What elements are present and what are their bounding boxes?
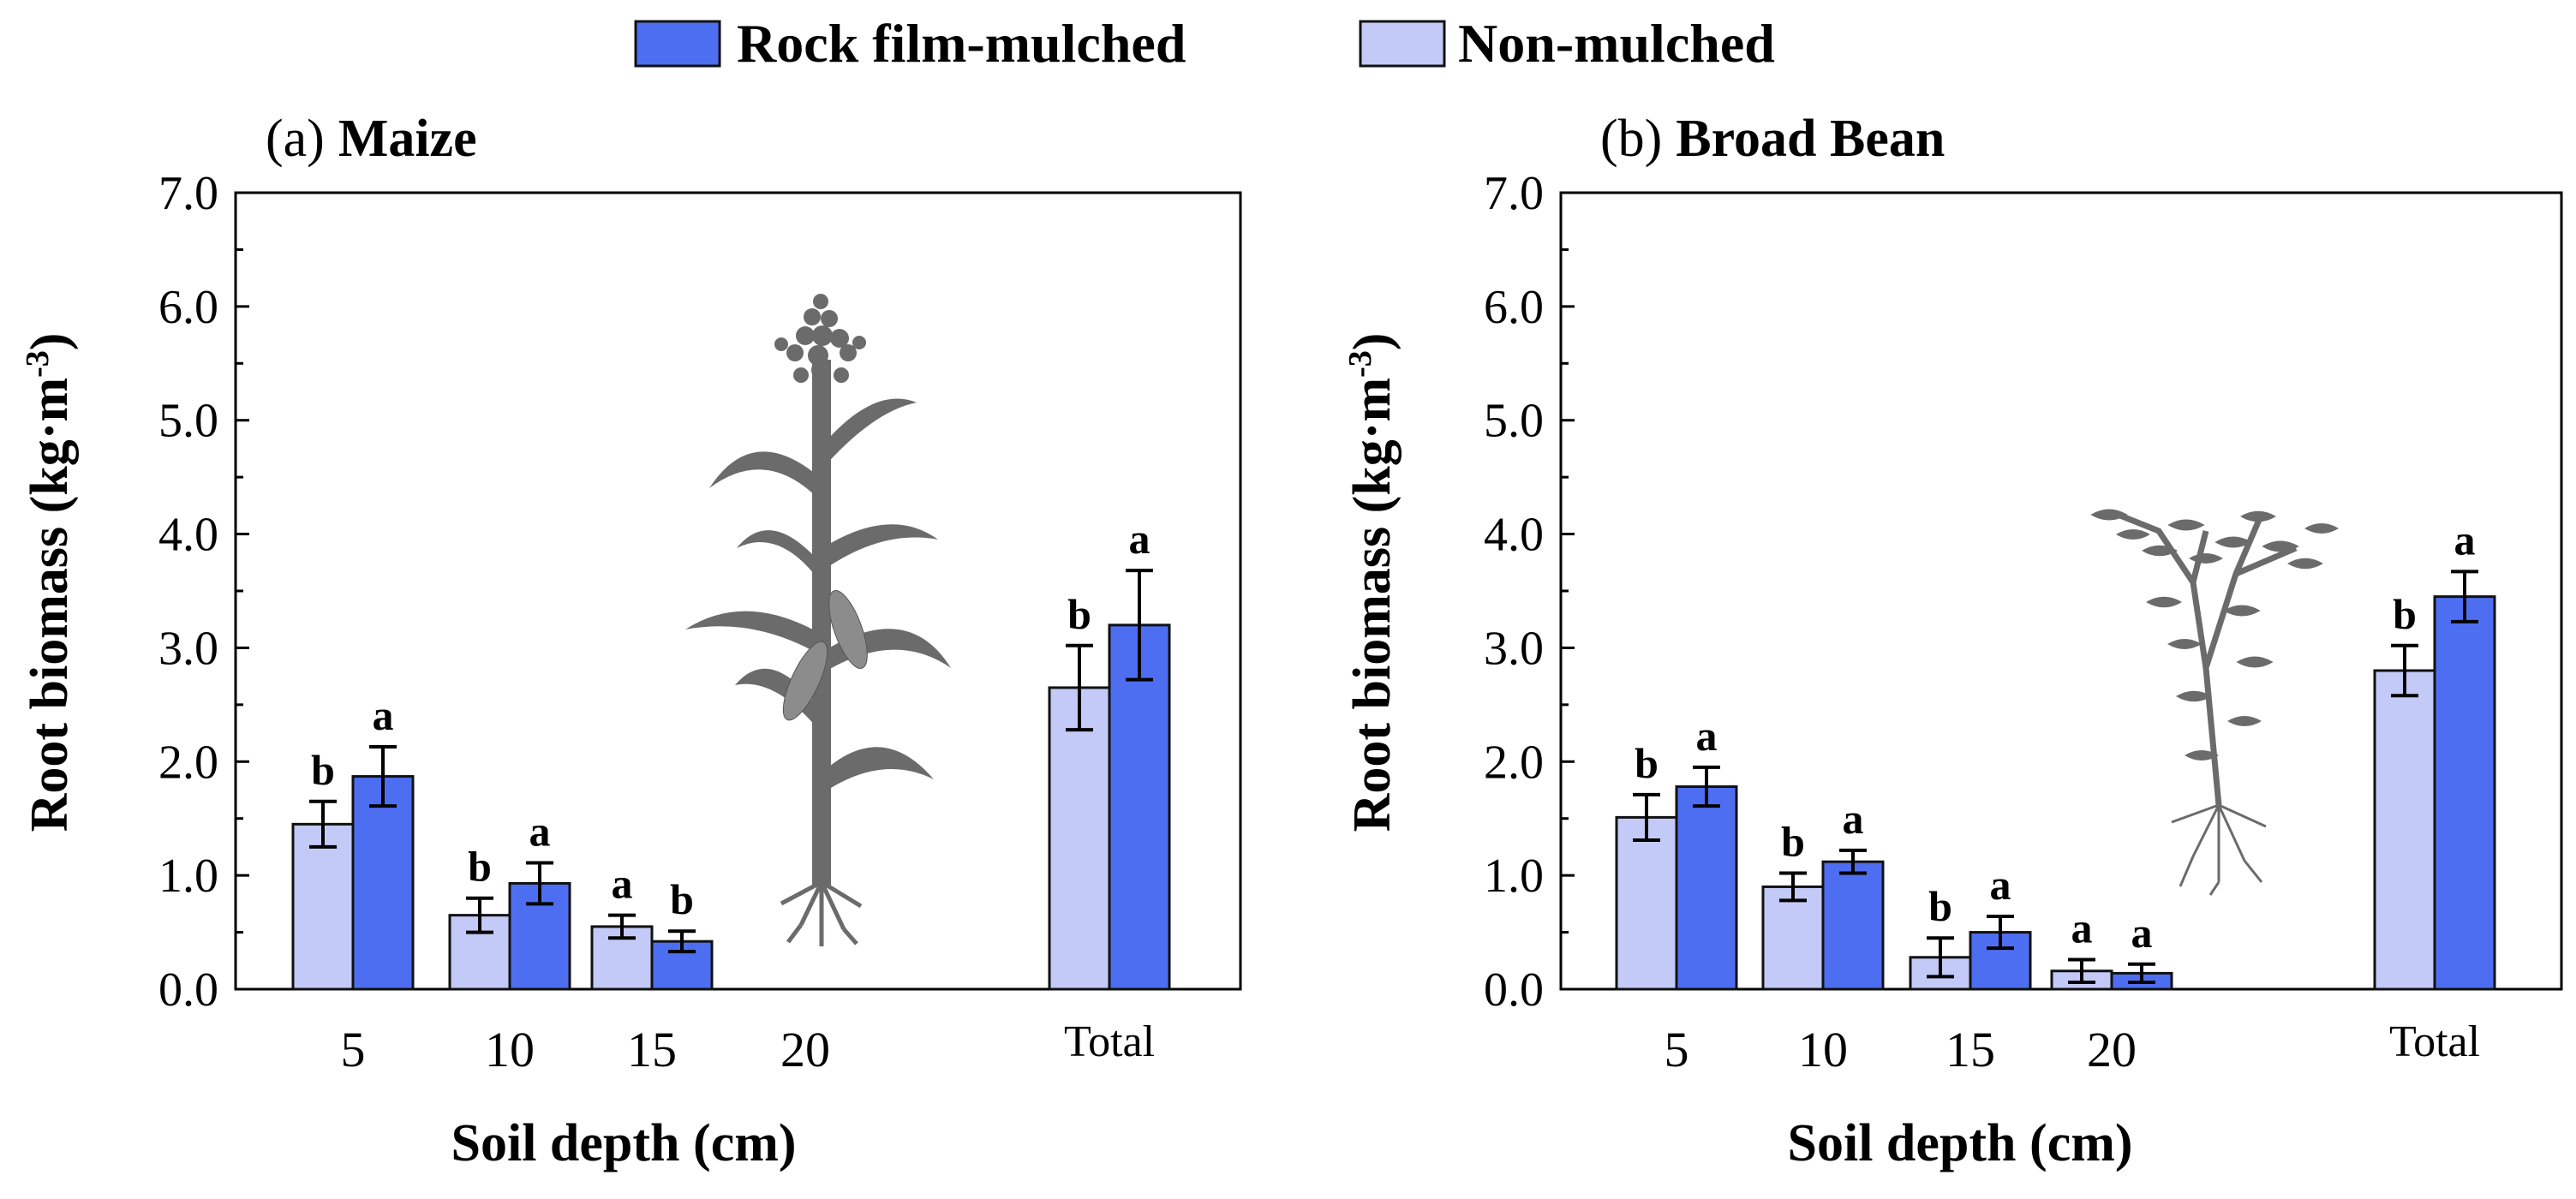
panel-a-name: Maize <box>338 110 477 168</box>
panel-a-label: (a) <box>266 110 325 168</box>
panel-a-ytick-label: 3.0 <box>158 622 218 675</box>
panel-b-bar-mulched-10 <box>1821 860 1885 991</box>
panel-a-xlabel: Soil depth (cm) <box>451 1114 797 1172</box>
panel-a-sig-letter: b <box>1067 590 1091 638</box>
panel-b-xtick-label: 15 <box>1945 1022 1995 1077</box>
panel-a-sig-letter: a <box>529 808 551 856</box>
panel-b-sig-letter: b <box>1635 739 1659 787</box>
panel-b-label: (b) <box>1600 110 1662 168</box>
panel-b-sig-letter: b <box>1928 882 1952 930</box>
panel-a-xtick-label: 15 <box>627 1022 677 1077</box>
panel-a-xtick-label: 10 <box>485 1022 535 1077</box>
panel-a-ytick-label: 1.0 <box>158 850 218 903</box>
panel-maize: (a) Maize Root biomass (kg·m-3) Soil dept… <box>20 110 1242 1172</box>
panel-a-ytick-label: 0.0 <box>158 963 218 1017</box>
panel-b-bar-mulched-total <box>2433 595 2496 991</box>
broad-bean-plant-illustration <box>2090 509 2339 896</box>
legend-swatch-mulched <box>634 20 721 68</box>
panel-a-bar-non-mulched-5 <box>291 822 355 991</box>
maize-plant-illustration <box>685 294 951 946</box>
panel-a-ytick-label: 4.0 <box>158 509 218 562</box>
panel-a-ytick-label: 2.0 <box>158 736 218 789</box>
panel-b-ytick-label: 5.0 <box>1484 395 1544 448</box>
panel-b-sig-letter: a <box>2131 909 2153 957</box>
panel-b-ytick-label: 3.0 <box>1484 622 1544 675</box>
panel-a-ytick-label: 5.0 <box>158 395 218 448</box>
panel-b-xtick-label: 5 <box>1665 1022 1689 1077</box>
panel-b-sig-letter: a <box>2454 516 2476 564</box>
panel-b-bar-non-mulched-total <box>2373 669 2436 991</box>
panel-a-sig-letter: a <box>612 860 633 908</box>
panel-b-xlabel: Soil depth (cm) <box>1788 1114 2133 1172</box>
panel-a-xtick-label: 20 <box>780 1022 830 1077</box>
panel-a-xtick-label: Total <box>1064 1017 1155 1066</box>
panel-a-ytick-label: 7.0 <box>158 167 218 220</box>
panel-a-sig-letter: a <box>1129 515 1151 563</box>
panel-a-bar-mulched-5 <box>351 775 415 991</box>
panel-b-xtick-label: 10 <box>1798 1022 1848 1077</box>
panel-b-title: (b) Broad Bean <box>1600 110 1945 168</box>
panel-b-xtick-label: 20 <box>2087 1022 2137 1077</box>
panel-b-bar-non-mulched-5 <box>1615 815 1678 991</box>
panel-b-sig-letter: b <box>2393 590 2417 638</box>
panel-a-sig-letter: b <box>311 746 335 794</box>
legend: Rock film-mulched Non-mulched <box>634 13 1775 74</box>
panel-b-ytick-label: 7.0 <box>1484 167 1544 220</box>
panel-a-sig-letter: a <box>373 691 394 739</box>
panel-b-ytick-label: 4.0 <box>1484 509 1544 562</box>
panel-a-sig-letter: b <box>670 875 694 923</box>
panel-b-ytick-label: 0.0 <box>1484 963 1544 1017</box>
panel-b-sig-letter: a <box>1696 712 1718 760</box>
panel-a-ytick-label: 6.0 <box>158 281 218 334</box>
panel-b-ytick-label: 2.0 <box>1484 736 1544 789</box>
panel-b-ylabel: Root biomass (kg·m-3) <box>1342 333 1402 832</box>
panel-b-sig-letter: a <box>1990 861 2011 909</box>
panel-broad-bean: (b) Broad Bean Root biomass (kg·m-3) Soil… <box>1342 110 2563 1172</box>
panel-b-sig-letter: a <box>1843 795 1864 843</box>
panel-b-sig-letter: b <box>1781 817 1805 865</box>
panel-a-sig-letter: b <box>468 843 492 891</box>
legend-swatch-non-mulched <box>1359 20 1446 68</box>
panel-b-name: Broad Bean <box>1676 110 1945 168</box>
panel-b-ytick-label: 6.0 <box>1484 281 1544 334</box>
panel-a-title: (a) Maize <box>266 110 477 168</box>
panel-b-sig-letter: a <box>2071 904 2093 951</box>
panel-b-xtick-label: Total <box>2389 1017 2480 1066</box>
legend-label-mulched: Rock film-mulched <box>737 13 1186 74</box>
panel-b-bar-mulched-5 <box>1675 785 1738 991</box>
panel-a-ylabel: Root biomass (kg·m-3) <box>20 333 79 832</box>
panel-a-bar-non-mulched-total <box>1048 686 1111 991</box>
panel-b-ytick-label: 1.0 <box>1484 850 1544 903</box>
legend-label-non-mulched: Non-mulched <box>1458 13 1775 74</box>
panel-a-xtick-label: 5 <box>341 1022 366 1077</box>
